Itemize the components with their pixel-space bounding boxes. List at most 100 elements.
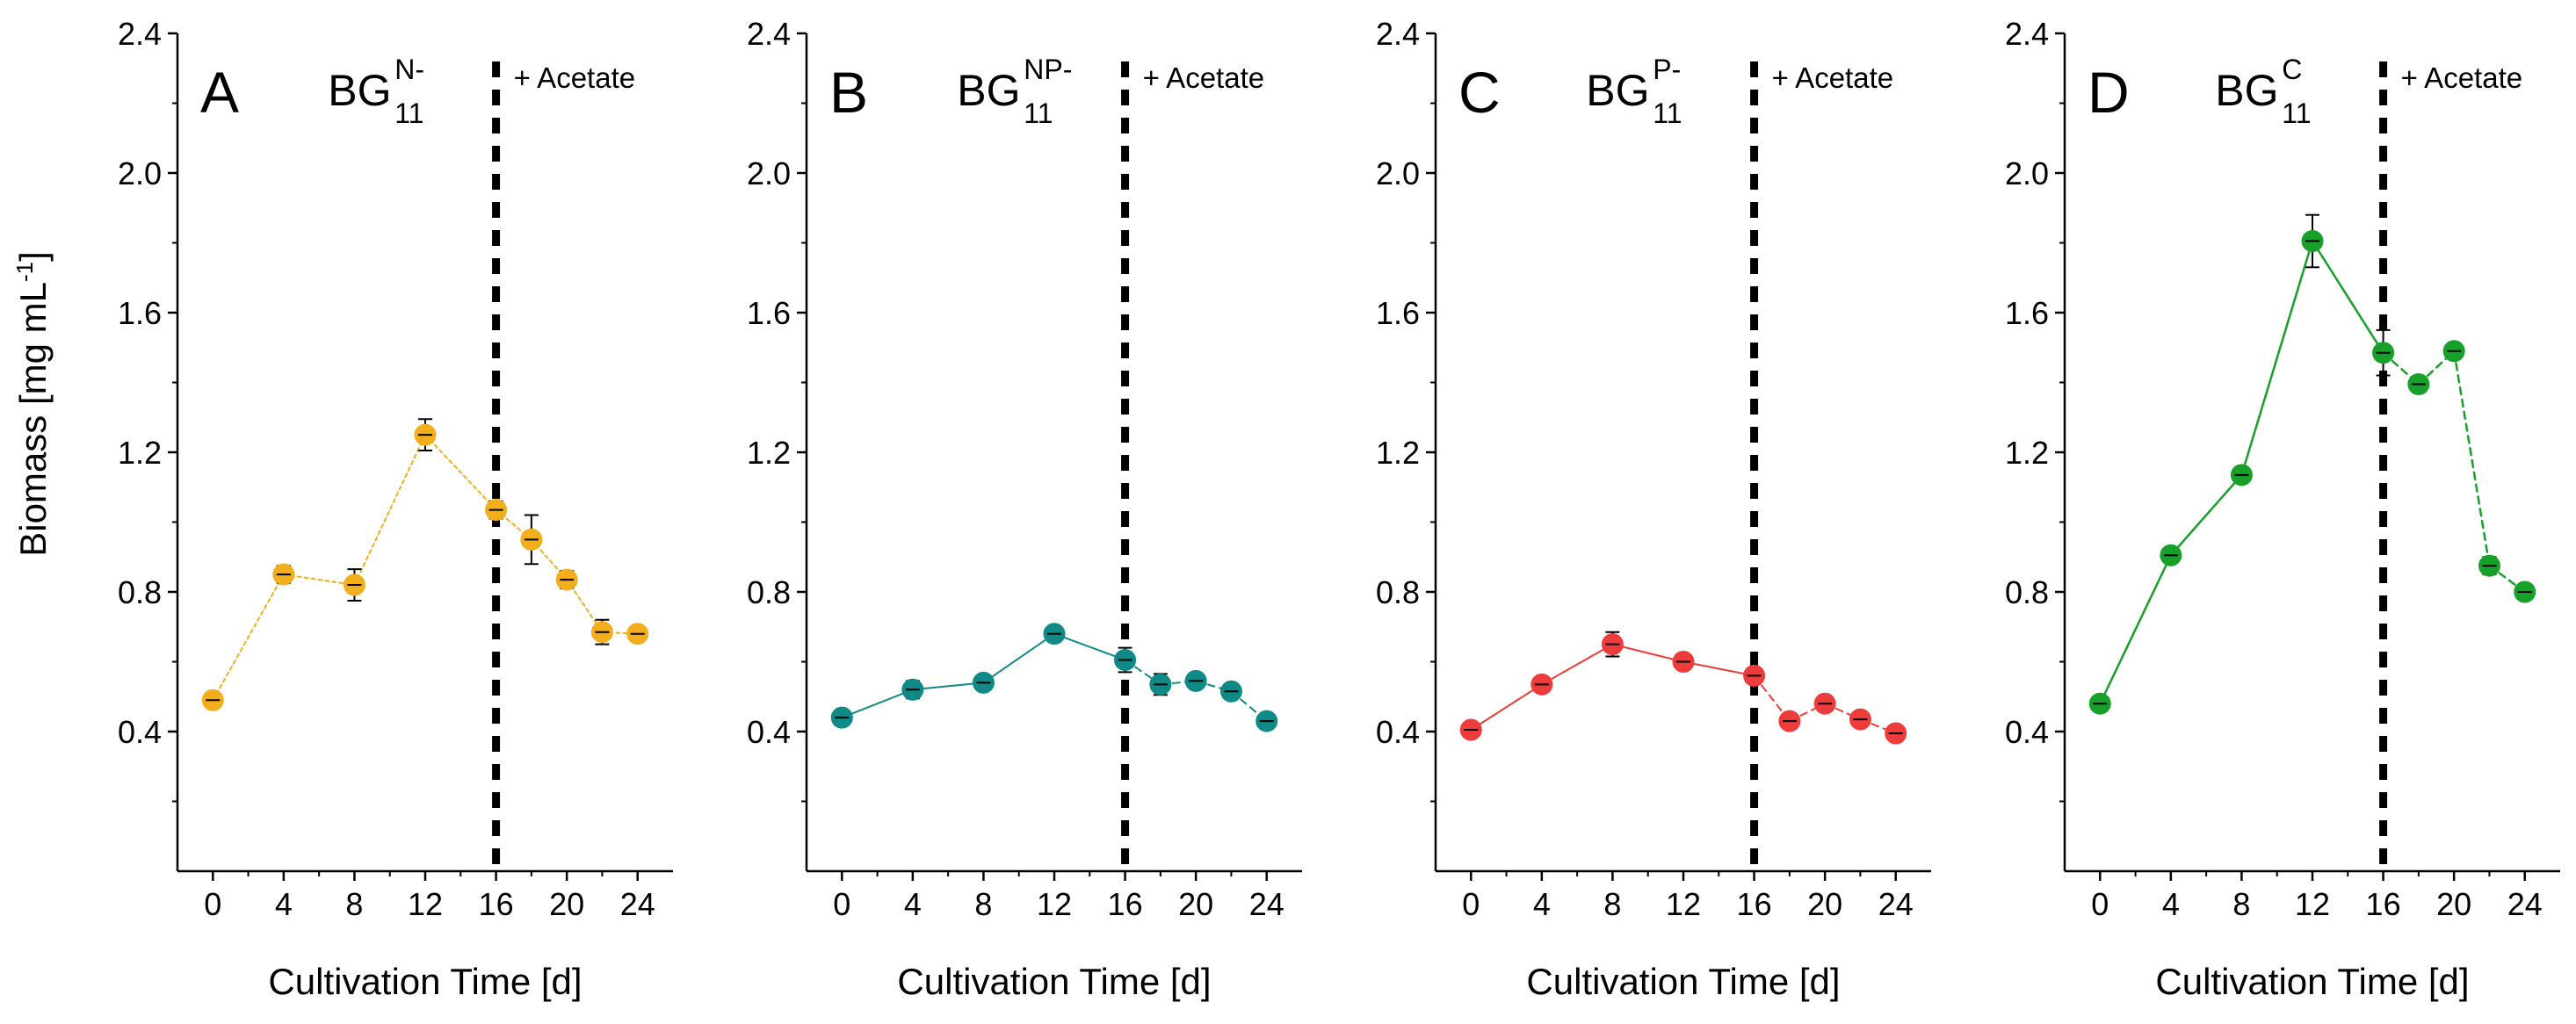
x-tick-label: 12 — [1037, 886, 1072, 922]
x-tick-label: 16 — [1108, 886, 1143, 922]
x-tick-label: 16 — [479, 886, 514, 922]
x-tick-label: 0 — [833, 886, 850, 922]
acetate-annotation: + Acetate — [514, 61, 636, 94]
x-axis-label: Cultivation Time [d] — [2155, 961, 2469, 1002]
y-tick-label: 2.4 — [747, 16, 791, 52]
x-tick-label: 4 — [275, 886, 293, 922]
y-tick-label: 0.4 — [2005, 714, 2049, 750]
y-tick-label: 2.0 — [1376, 155, 1420, 191]
medium-label: BG — [2215, 66, 2278, 115]
medium-label-superscript: C — [2282, 54, 2302, 85]
panel-letter: D — [2088, 60, 2130, 125]
x-tick-label: 12 — [2295, 886, 2330, 922]
x-tick-label: 4 — [1533, 886, 1551, 922]
x-axis-label: Cultivation Time [d] — [1526, 961, 1840, 1002]
series-line-segment — [1053, 632, 1126, 661]
x-tick-label: 24 — [620, 886, 655, 922]
y-tick-label: 1.6 — [2005, 295, 2049, 331]
x-tick-label: 20 — [1178, 886, 1213, 922]
x-axis-label: Cultivation Time [d] — [268, 961, 582, 1002]
y-tick-label: 1.2 — [2005, 435, 2049, 471]
acetate-annotation: + Acetate — [2401, 61, 2523, 94]
x-tick-label: 8 — [1603, 886, 1621, 922]
panel-letter: C — [1458, 60, 1501, 125]
x-tick-label: 8 — [2232, 886, 2250, 922]
medium-label-subscript: 11 — [394, 97, 423, 129]
series-line-segment — [1611, 643, 1684, 663]
y-tick-label: 1.2 — [118, 435, 162, 471]
y-tick-label: 1.6 — [1376, 295, 1420, 331]
series-line-segment — [353, 434, 426, 587]
x-tick-label: 24 — [2507, 886, 2543, 922]
y-axis-label: Biomass [mg mL-1] — [11, 251, 54, 557]
y-tick-label: 0.8 — [1376, 574, 1420, 610]
y-tick-label: 2.0 — [747, 155, 791, 191]
panel-b: 0.4 0.8 1.2 1.6 2.0 2.4 0 4 8 12 16 20 24 Cultivation… — [747, 16, 1302, 1002]
series-line-segment — [911, 681, 985, 691]
y-tick-label: 1.6 — [118, 295, 162, 331]
series-line-segment — [2311, 240, 2384, 354]
series-line-segment — [1470, 683, 1543, 732]
x-tick-label: 4 — [2162, 886, 2180, 922]
medium-label: BG — [328, 66, 391, 115]
medium-label-superscript: N- — [394, 54, 424, 85]
medium-label: BG — [957, 66, 1020, 115]
medium-label-superscript: NP- — [1024, 54, 1072, 85]
panel-d: 0.4 0.8 1.2 1.6 2.0 2.4 0 4 8 12 16 20 24 Cultivation… — [2005, 16, 2560, 1002]
panel-letter: A — [200, 60, 239, 125]
x-tick-label: 4 — [904, 886, 922, 922]
series-line-segment — [1753, 674, 1791, 723]
medium-label-superscript: P- — [1653, 54, 1681, 85]
y-tick-label: 2.0 — [2005, 155, 2049, 191]
medium-label: BG — [1586, 66, 1649, 115]
series-line-segment — [282, 573, 356, 587]
medium-label-subscript: 11 — [2282, 97, 2311, 129]
series-line-segment — [2240, 240, 2314, 477]
medium-label-subscript: 11 — [1024, 97, 1053, 129]
series-line-segment — [841, 689, 914, 719]
panel-c: 0.4 0.8 1.2 1.6 2.0 2.4 0 4 8 12 16 20 24 Cultivation… — [1376, 16, 1931, 1002]
y-axis-label-end: ] — [12, 251, 54, 262]
x-tick-label: 20 — [549, 886, 584, 922]
x-tick-label: 0 — [2091, 886, 2109, 922]
y-tick-label: 0.4 — [747, 714, 791, 750]
panel-letter: B — [829, 60, 868, 125]
x-axis-label: Cultivation Time [d] — [897, 961, 1211, 1002]
y-axis-label-superscript: -1 — [11, 262, 38, 282]
y-tick-label: 0.4 — [1376, 714, 1420, 750]
series-line-segment — [2169, 473, 2243, 557]
x-tick-label: 8 — [345, 886, 363, 922]
y-tick-label: 0.8 — [2005, 574, 2049, 610]
y-tick-label: 2.0 — [118, 155, 162, 191]
acetate-annotation: + Acetate — [1143, 61, 1265, 94]
y-tick-label: 2.4 — [118, 16, 162, 52]
series-line-segment — [982, 632, 1055, 684]
y-tick-label: 2.4 — [1376, 16, 1420, 52]
y-tick-label: 1.6 — [747, 295, 791, 331]
x-tick-label: 12 — [408, 886, 443, 922]
y-tick-label: 2.4 — [2005, 16, 2049, 52]
y-tick-label: 0.8 — [747, 574, 791, 610]
x-tick-label: 16 — [2366, 886, 2401, 922]
series-line-segment — [1540, 643, 1614, 686]
series-line-segment — [212, 573, 285, 702]
x-tick-label: 20 — [2436, 886, 2471, 922]
x-tick-label: 12 — [1666, 886, 1701, 922]
medium-label-subscript: 11 — [1653, 97, 1682, 129]
x-tick-label: 8 — [974, 886, 992, 922]
x-tick-label: 16 — [1737, 886, 1772, 922]
x-tick-label: 24 — [1249, 886, 1284, 922]
y-tick-label: 1.2 — [747, 435, 791, 471]
series-line-segment — [2099, 554, 2173, 705]
x-tick-label: 20 — [1807, 886, 1842, 922]
x-tick-label: 0 — [1462, 886, 1480, 922]
x-tick-label: 0 — [204, 886, 221, 922]
acetate-annotation: + Acetate — [1772, 61, 1894, 94]
y-tick-label: 1.2 — [1376, 435, 1420, 471]
series-line-segment — [424, 434, 497, 511]
panel-a: 0.4 0.8 1.2 1.6 2.0 2.4 0 4 8 12 16 20 24 Cultivation… — [118, 16, 673, 1002]
series-line-segment — [1682, 660, 1755, 677]
x-tick-label: 24 — [1878, 886, 1914, 922]
